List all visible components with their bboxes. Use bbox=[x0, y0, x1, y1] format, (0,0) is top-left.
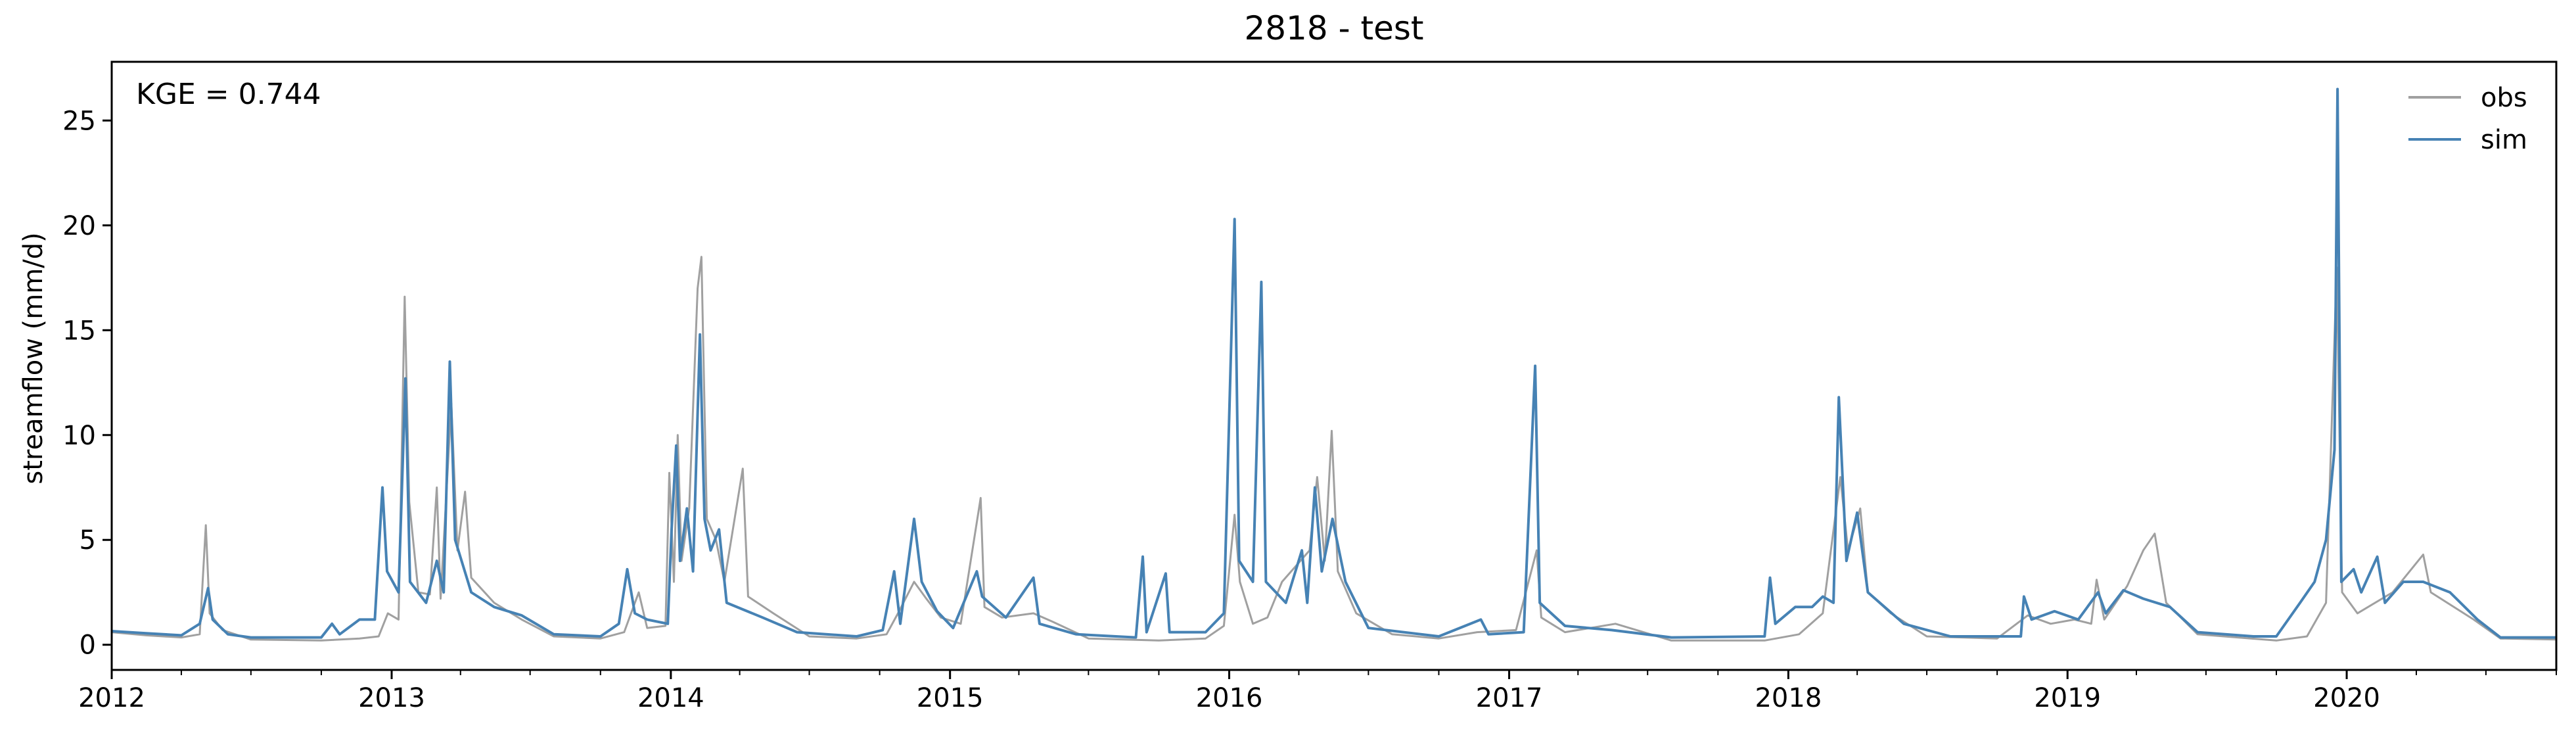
y-tick-label: 0 bbox=[80, 630, 96, 661]
x-tick-label: 2012 bbox=[78, 683, 145, 713]
y-axis: 0 5 10 15 20 25 bbox=[62, 106, 112, 661]
series-line-obs bbox=[111, 256, 2557, 642]
x-tick-label: 2018 bbox=[1755, 683, 1822, 713]
x-tick-label: 2013 bbox=[358, 683, 425, 713]
x-tick-label: 2019 bbox=[2034, 683, 2101, 713]
legend-label-obs: obs bbox=[2481, 83, 2527, 113]
legend-label-sim: sim bbox=[2481, 125, 2527, 155]
y-tick-label: 25 bbox=[62, 106, 96, 136]
x-tick-label: 2020 bbox=[2313, 683, 2380, 713]
plot-area bbox=[111, 87, 2557, 642]
y-tick-label: 15 bbox=[62, 316, 96, 346]
plot-frame bbox=[110, 60, 2558, 671]
y-tick-label: 10 bbox=[62, 421, 96, 451]
legend: obs sim bbox=[2408, 83, 2527, 155]
y-tick-label: 20 bbox=[62, 211, 96, 241]
y-tick-label: 5 bbox=[80, 525, 96, 556]
y-axis-label: streamflow (mm/d) bbox=[18, 232, 49, 484]
series-line-sim bbox=[111, 87, 2556, 639]
kge-annotation: KGE = 0.744 bbox=[136, 78, 321, 111]
x-tick-label: 2017 bbox=[1476, 683, 1543, 713]
x-tick-label: 2016 bbox=[1196, 683, 1263, 713]
x-tick-label: 2014 bbox=[637, 683, 704, 713]
x-axis: 2012 2013 2014 2015 2016 2017 2018 2019 2020 bbox=[78, 670, 2557, 713]
chart-title: 2818 - test bbox=[1244, 9, 1423, 47]
x-tick-label: 2015 bbox=[917, 683, 984, 713]
